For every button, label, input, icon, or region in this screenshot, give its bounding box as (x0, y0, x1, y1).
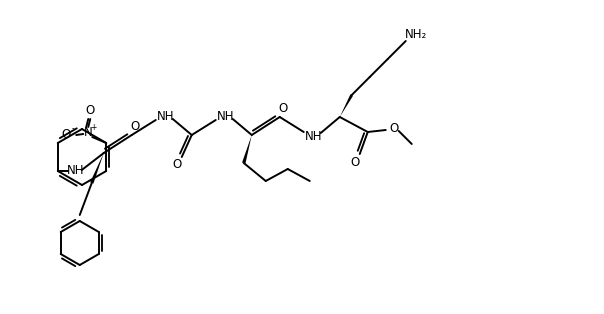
Text: NH: NH (217, 110, 234, 122)
Polygon shape (242, 135, 252, 164)
Text: +: + (90, 122, 97, 132)
Text: O: O (130, 121, 140, 133)
Text: O: O (278, 102, 288, 116)
Text: O: O (172, 159, 181, 171)
Polygon shape (90, 153, 104, 184)
Text: N: N (84, 126, 92, 138)
Text: O: O (62, 128, 71, 142)
Text: NH: NH (67, 164, 85, 176)
Text: NH: NH (157, 110, 175, 122)
Text: -: - (72, 124, 75, 133)
Text: NH₂: NH₂ (405, 28, 427, 41)
Text: O: O (350, 155, 359, 169)
Text: O: O (389, 122, 399, 136)
Polygon shape (340, 94, 353, 117)
Text: NH: NH (305, 129, 323, 143)
Text: O: O (86, 104, 95, 116)
